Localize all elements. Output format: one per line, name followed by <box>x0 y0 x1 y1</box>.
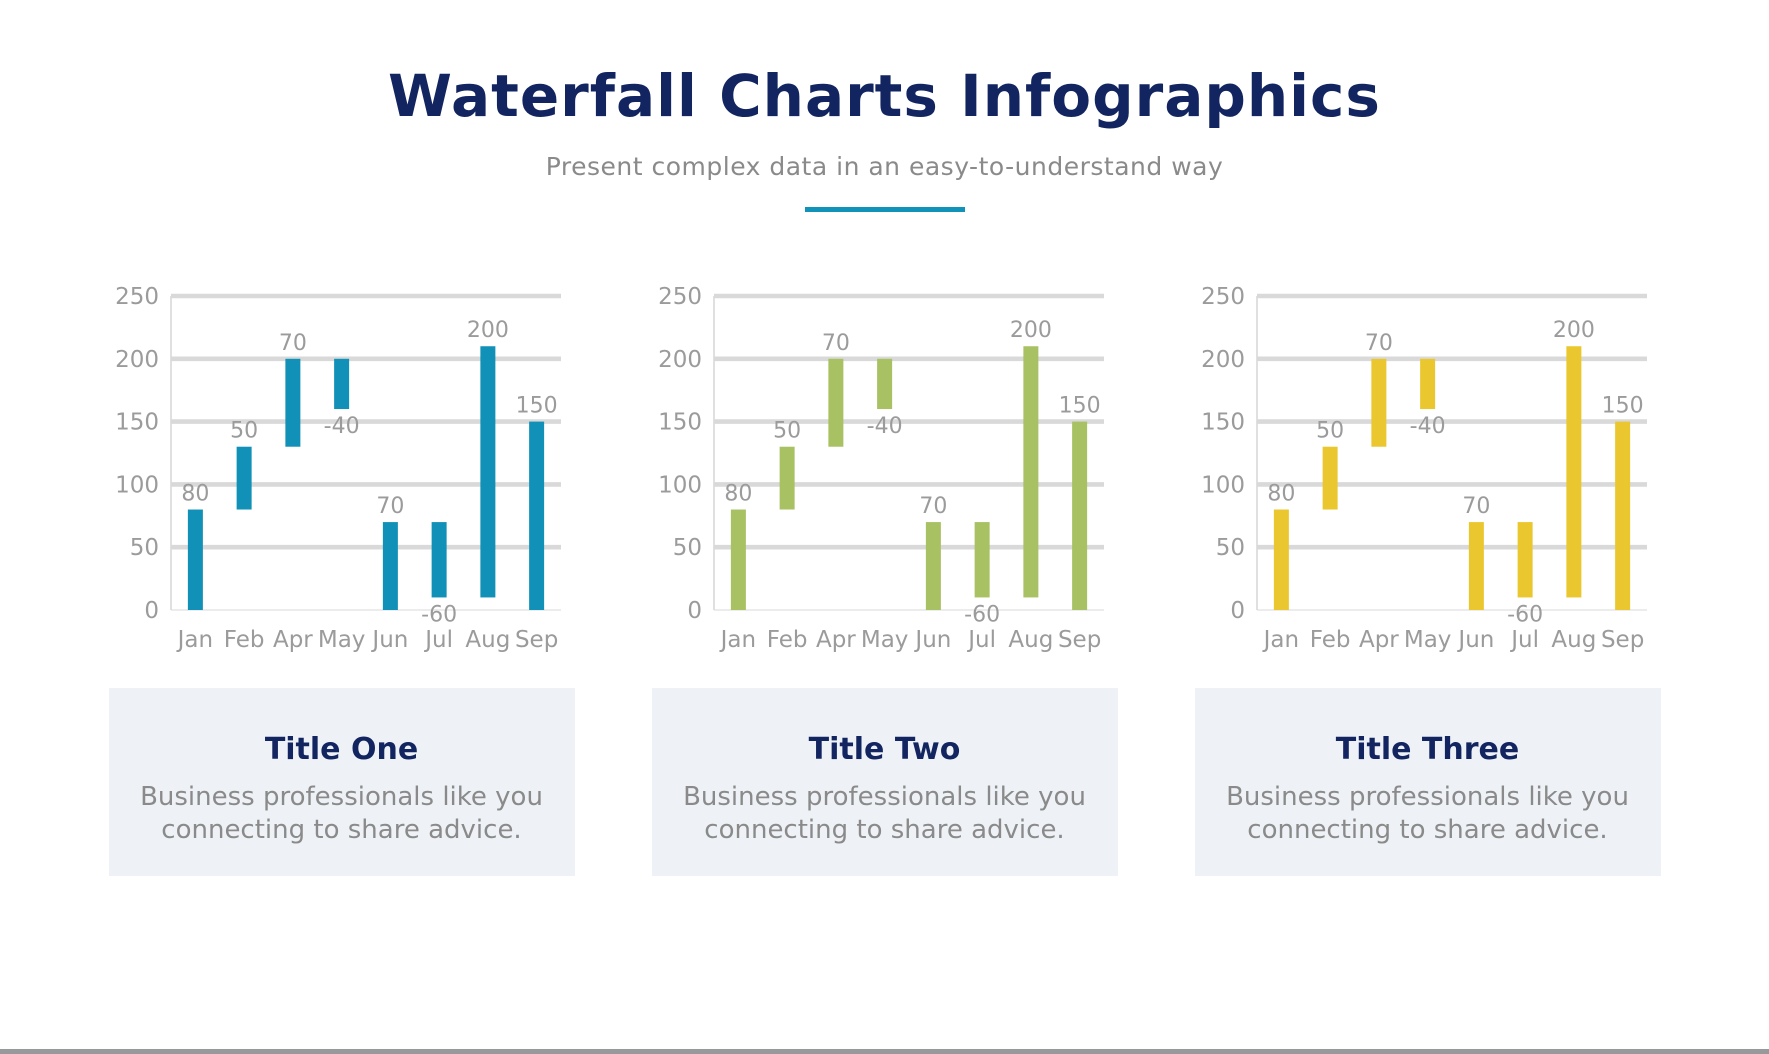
svg-text:70: 70 <box>1462 494 1490 519</box>
card-two-body: Business professionals like you connecti… <box>683 782 1086 846</box>
card-three-title: Title Three <box>1335 732 1520 767</box>
svg-text:Aug: Aug <box>1008 627 1053 653</box>
svg-text:80: 80 <box>181 482 209 507</box>
svg-text:70: 70 <box>821 331 849 356</box>
svg-text:150: 150 <box>1601 394 1643 419</box>
svg-text:150: 150 <box>115 410 159 436</box>
svg-text:70: 70 <box>919 494 947 519</box>
svg-text:0: 0 <box>1230 598 1245 624</box>
chart-columns: 0 50 100 150 200 250 80 Jan 50 Feb 70 Apr -40 May 70 Ju… <box>108 230 1661 876</box>
svg-text:200: 200 <box>466 318 508 343</box>
waterfall-chart-two: 0 50 100 150 200 250 80 Jan 50 Feb 70 Apr -40 May 70 Ju… <box>658 284 1104 653</box>
svg-text:Jun: Jun <box>913 627 951 653</box>
accent-underline <box>804 207 965 212</box>
svg-text:Jul: Jul <box>423 627 453 653</box>
svg-text:Sep: Sep <box>1600 627 1643 653</box>
svg-text:100: 100 <box>1201 472 1245 498</box>
svg-text:100: 100 <box>115 472 159 498</box>
svg-text:Feb: Feb <box>766 627 807 653</box>
svg-text:-40: -40 <box>866 414 902 439</box>
svg-text:Jan: Jan <box>718 627 755 653</box>
svg-text:Jan: Jan <box>1261 627 1298 653</box>
svg-text:150: 150 <box>1058 394 1100 419</box>
svg-text:150: 150 <box>515 394 557 419</box>
svg-text:50: 50 <box>230 419 258 444</box>
svg-text:0: 0 <box>687 598 702 624</box>
svg-text:-60: -60 <box>1507 602 1543 627</box>
svg-text:80: 80 <box>724 482 752 507</box>
svg-text:50: 50 <box>773 419 801 444</box>
svg-text:250: 250 <box>115 284 159 310</box>
card-two: Title Two Business professionals like yo… <box>651 688 1118 876</box>
svg-text:-40: -40 <box>323 414 359 439</box>
svg-text:Jul: Jul <box>1509 627 1539 653</box>
svg-text:70: 70 <box>278 331 306 356</box>
chart-column-1: 0 50 100 150 200 250 80 Jan 50 Feb 70 Apr -40 May 70 Ju… <box>108 230 575 876</box>
svg-text:150: 150 <box>1201 410 1245 436</box>
svg-text:-60: -60 <box>964 602 1000 627</box>
svg-text:100: 100 <box>658 472 702 498</box>
svg-text:0: 0 <box>144 598 159 624</box>
card-one: Title One Business professionals like yo… <box>108 688 575 876</box>
svg-text:150: 150 <box>658 410 702 436</box>
svg-text:80: 80 <box>1267 482 1295 507</box>
svg-text:Jun: Jun <box>1456 627 1494 653</box>
svg-text:Apr: Apr <box>272 627 312 653</box>
svg-text:50: 50 <box>672 535 701 561</box>
svg-text:Aug: Aug <box>1551 627 1596 653</box>
svg-text:Feb: Feb <box>223 627 264 653</box>
page-title: Waterfall Charts Infographics <box>388 62 1381 130</box>
svg-text:May: May <box>317 627 365 653</box>
page-subtitle: Present complex data in an easy-to-under… <box>545 152 1224 181</box>
svg-text:200: 200 <box>1552 318 1594 343</box>
svg-text:Jul: Jul <box>966 627 996 653</box>
svg-text:50: 50 <box>1316 419 1344 444</box>
svg-text:70: 70 <box>376 494 404 519</box>
svg-text:-60: -60 <box>421 602 457 627</box>
svg-text:Apr: Apr <box>1358 627 1398 653</box>
svg-text:70: 70 <box>1364 331 1392 356</box>
page-header: Waterfall Charts Infographics Present co… <box>0 62 1769 212</box>
svg-text:-40: -40 <box>1409 414 1445 439</box>
svg-text:May: May <box>1403 627 1451 653</box>
card-one-body: Business professionals like you connecti… <box>140 782 543 846</box>
svg-text:Sep: Sep <box>514 627 557 653</box>
chart-column-2: 0 50 100 150 200 250 80 Jan 50 Feb 70 Apr -40 May 70 Ju… <box>651 230 1118 876</box>
card-one-title: Title One <box>264 732 419 767</box>
svg-text:250: 250 <box>1201 284 1245 310</box>
svg-text:200: 200 <box>115 347 159 373</box>
svg-text:Apr: Apr <box>815 627 855 653</box>
svg-text:200: 200 <box>1009 318 1051 343</box>
svg-text:250: 250 <box>658 284 702 310</box>
svg-text:Aug: Aug <box>465 627 510 653</box>
svg-text:Jan: Jan <box>175 627 212 653</box>
svg-text:200: 200 <box>1201 347 1245 373</box>
waterfall-chart-three: 0 50 100 150 200 250 80 Jan 50 Feb 70 Apr -40 May 70 Ju… <box>1201 284 1647 653</box>
waterfall-chart-one: 0 50 100 150 200 250 80 Jan 50 Feb 70 Apr -40 May 70 Ju… <box>115 284 561 653</box>
card-three: Title Three Business professionals like … <box>1194 688 1661 876</box>
svg-text:May: May <box>860 627 908 653</box>
card-two-title: Title Two <box>808 732 961 767</box>
svg-text:Sep: Sep <box>1057 627 1100 653</box>
card-three-body: Business professionals like you connecti… <box>1226 782 1629 846</box>
svg-text:200: 200 <box>658 347 702 373</box>
svg-text:50: 50 <box>129 535 158 561</box>
chart-column-3: 0 50 100 150 200 250 80 Jan 50 Feb 70 Apr -40 May 70 Ju… <box>1194 230 1661 876</box>
svg-text:Feb: Feb <box>1309 627 1350 653</box>
bottom-edge-strip <box>0 1049 1769 1054</box>
svg-text:50: 50 <box>1215 535 1244 561</box>
svg-text:Jun: Jun <box>370 627 408 653</box>
